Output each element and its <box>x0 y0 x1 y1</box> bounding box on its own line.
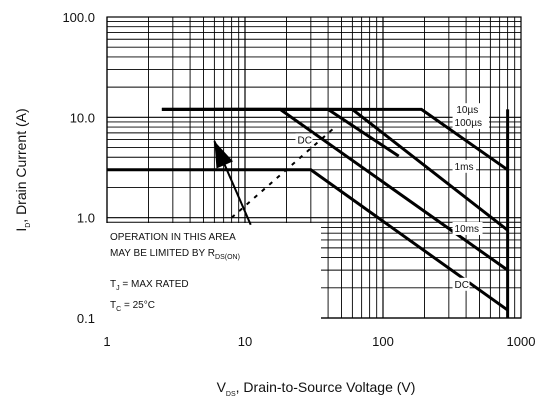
curve-label-4: DC <box>455 280 469 291</box>
curve-label-backdrop <box>295 133 313 147</box>
annotation-line-2: MAY BE LIMITED BY RDS(ON) <box>110 248 240 261</box>
y-axis-title: ID, Drain Current (A) <box>13 108 32 231</box>
x-tick-label-2: 100 <box>372 334 394 349</box>
y-tick-label-1: 1.0 <box>77 211 95 226</box>
tc-note: TC = 25°C <box>110 300 155 313</box>
y-tick-label-2: 10.0 <box>70 110 95 125</box>
curve-label-3: 10ms <box>455 224 479 235</box>
tj-note: TJ = MAX RATED <box>110 279 189 292</box>
curve-label-backdrop <box>454 103 485 117</box>
curve-label-backdrop <box>452 159 477 173</box>
annotation-backdrop <box>106 223 321 321</box>
y-tick-label-3: 100.0 <box>62 10 95 25</box>
series-layer <box>107 107 510 318</box>
curve-label-backdrop <box>452 277 470 291</box>
arrow-layer <box>213 140 252 226</box>
series-line-3 <box>161 107 509 272</box>
x-tick-label-1: 10 <box>238 334 252 349</box>
curve-label-backdrop <box>452 115 490 129</box>
tick-layer: 1 10 100 1000 0.1 1.0 10.0 100.0 <box>62 10 535 349</box>
y-tick-label-0: 0.1 <box>77 311 95 326</box>
x-axis-title: VDS, Drain-to-Source Voltage (V) <box>217 379 416 398</box>
curve-label-1: 100µs <box>455 118 482 129</box>
series-line-6 <box>230 126 336 219</box>
label-layer: 10µs 100µs 1ms 10ms DC DC <box>295 103 490 291</box>
curve-label-5: DC <box>297 135 311 146</box>
series-line-4 <box>107 168 509 312</box>
annotation-line-1: OPERATION IN THIS AREA <box>110 232 236 243</box>
curve-label-0: 10µs <box>456 105 478 116</box>
arrow-head <box>214 141 233 169</box>
x-tick-label-3: 1000 <box>507 334 536 349</box>
curve-label-backdrop <box>452 221 483 235</box>
curve-label-2: 1ms <box>455 162 474 173</box>
x-tick-label-0: 1 <box>103 334 110 349</box>
